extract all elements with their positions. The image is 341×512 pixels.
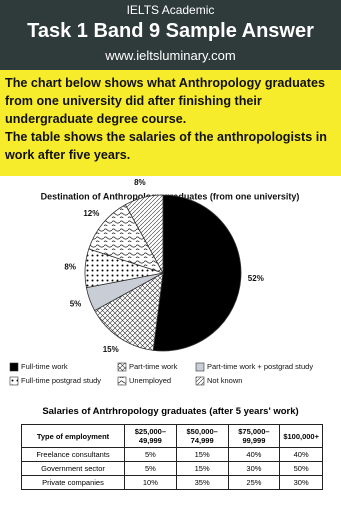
table-header-cell: $50,000–74,999	[175, 424, 229, 448]
prompt-text: The table shows the salaries of the anth…	[5, 130, 327, 162]
table-header-cell: Type of employment	[21, 424, 125, 448]
data-label: 12%	[83, 209, 99, 218]
pie-slice	[152, 194, 242, 352]
table-cell: 5%	[124, 461, 177, 476]
legend-swatch	[9, 362, 19, 372]
table-row: Freelance consultants 5% 15% 40% 40%	[21, 447, 323, 462]
table-title: Salaries of Antrhropology graduates (aft…	[42, 406, 299, 417]
table-cell: 50%	[279, 461, 323, 476]
table-cell: 15%	[175, 461, 229, 476]
legend-swatch	[195, 376, 205, 386]
table-row: Private companies 10% 35% 25% 30%	[21, 475, 323, 490]
legend-swatch	[195, 362, 205, 372]
legend-label: Part-time work	[129, 362, 178, 371]
table-header-cell: $100,000+	[279, 424, 323, 448]
legend-swatch	[117, 362, 127, 372]
table-cell: 30%	[279, 475, 323, 490]
table-cell: 25%	[227, 475, 281, 490]
chart: Destination of Anthropology graduates (f…	[9, 178, 313, 386]
legend-label: Unemployed	[129, 376, 171, 385]
prompt-box: The chart below shows what Anthropology …	[0, 70, 341, 176]
table-cell: 40%	[279, 447, 323, 462]
legend-label: Full-time postgrad study	[21, 376, 101, 385]
pie-slice	[94, 272, 164, 351]
table-cell: Freelance consultants	[21, 447, 125, 462]
table-header-cell: $25,000–49,999	[124, 424, 177, 448]
table-cell: 15%	[175, 447, 229, 462]
table-cell: 40%	[227, 447, 281, 462]
table-header: Type of employment $25,000–49,999 $50,000–…	[21, 424, 323, 448]
table-header-cell: $75,000–99,999	[227, 424, 281, 448]
legend-swatch	[9, 376, 19, 386]
prompt-text: The chart below shows what Anthropology …	[5, 76, 326, 126]
table-cell: 5%	[124, 447, 177, 462]
table-cell: Government sector	[21, 461, 125, 476]
table-row: Government sector 5% 15% 30% 50%	[21, 461, 323, 476]
data-label: 15%	[103, 345, 119, 354]
data-label: 52%	[248, 274, 264, 283]
data-label: 8%	[64, 262, 76, 271]
header-url: www.ieltsluminary.com	[105, 48, 236, 63]
legend-swatch	[117, 376, 127, 386]
data-label: 8%	[134, 178, 146, 187]
table-cell: 30%	[227, 461, 281, 476]
table-cell: 10%	[124, 475, 177, 490]
table-cell: Private companies	[21, 475, 125, 490]
table-cell: 35%	[175, 475, 229, 490]
legend-label: Not known	[207, 376, 242, 385]
pie-slice	[124, 194, 164, 274]
header: IELTS Academic Task 1 Band 9 Sample Answ…	[0, 0, 341, 70]
legend-label: Full-time work	[21, 362, 68, 371]
legend-label: Part-time work + postgrad study	[207, 362, 313, 371]
header-kicker: IELTS Academic	[126, 3, 215, 17]
data-label: 5%	[70, 300, 82, 309]
table: Type of employment $25,000–49,999 $50,000–…	[21, 424, 323, 490]
header-title: Task 1 Band 9 Sample Answer	[27, 20, 314, 42]
